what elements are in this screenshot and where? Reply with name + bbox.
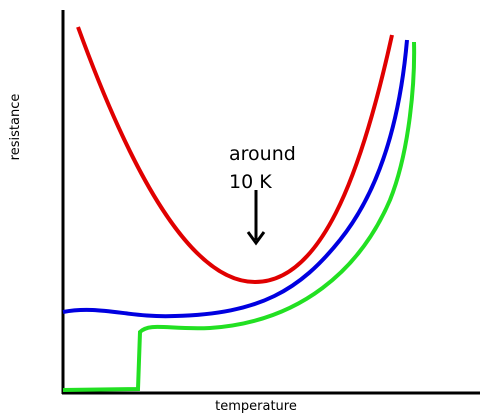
y-axis-label: resistance bbox=[8, 94, 23, 161]
annotation-line: around bbox=[229, 143, 296, 165]
blue-curve bbox=[62, 39, 409, 319]
red-curve bbox=[76, 26, 394, 285]
annotation-line: 10 K bbox=[229, 171, 272, 193]
green-curve bbox=[62, 41, 417, 392]
arrow-head bbox=[246, 231, 266, 246]
x-axis-label: temperature bbox=[215, 399, 297, 414]
